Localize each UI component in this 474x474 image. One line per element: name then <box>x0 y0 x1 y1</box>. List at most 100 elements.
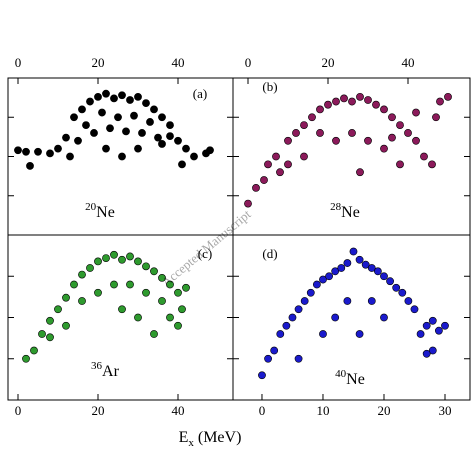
data-point <box>90 129 98 137</box>
data-point <box>166 132 174 140</box>
data-point <box>22 354 30 363</box>
isotope-element: Ne <box>346 371 365 388</box>
isotope-element: Ar <box>102 363 120 380</box>
data-point <box>331 313 340 322</box>
x-tick-label: 20 <box>92 403 105 418</box>
data-point <box>284 136 292 145</box>
data-point <box>284 160 292 169</box>
data-point <box>78 297 86 305</box>
data-point <box>74 136 82 145</box>
data-point <box>78 105 86 114</box>
data-point <box>126 280 134 289</box>
data-point <box>34 147 42 156</box>
data-point <box>94 288 102 297</box>
data-point <box>306 288 315 297</box>
isotope-label: 20Ne <box>85 201 115 221</box>
data-point <box>412 136 420 145</box>
data-point <box>316 105 324 114</box>
data-point <box>386 277 394 286</box>
data-point <box>134 313 142 322</box>
data-point <box>340 94 348 103</box>
data-point <box>14 146 22 155</box>
data-point <box>380 272 388 281</box>
isotope-mass: 20 <box>85 201 97 213</box>
data-point <box>428 316 437 325</box>
data-point <box>62 321 70 330</box>
x-tick-label: 40 <box>172 403 185 418</box>
data-point <box>134 144 142 153</box>
watermark: Accepted Manuscript <box>158 206 253 289</box>
data-point <box>392 283 401 292</box>
data-point <box>150 267 158 276</box>
data-point <box>348 129 356 137</box>
data-point <box>422 349 431 358</box>
data-point <box>166 280 174 289</box>
data-point <box>361 260 370 269</box>
data-point <box>110 280 118 289</box>
panel-label: (b) <box>262 79 277 94</box>
data-point <box>118 305 126 314</box>
x-label-sub: x <box>188 437 194 449</box>
x-tick-label: 40 <box>172 55 185 70</box>
data-point <box>252 183 260 192</box>
data-point <box>166 121 174 129</box>
data-point <box>130 111 138 120</box>
data-point <box>146 118 154 126</box>
data-point <box>343 297 352 305</box>
data-point <box>292 129 300 137</box>
data-point <box>174 136 182 145</box>
data-point <box>106 124 114 133</box>
data-point <box>150 105 158 114</box>
data-point <box>62 293 70 302</box>
data-point <box>142 262 150 271</box>
data-point <box>166 313 174 322</box>
data-point <box>434 326 443 335</box>
x-label-unit: (MeV) <box>194 429 242 446</box>
data-point <box>276 168 284 177</box>
data-point <box>54 305 62 314</box>
x-tick-label: 20 <box>377 403 390 418</box>
data-point <box>46 316 54 325</box>
data-point <box>158 140 166 148</box>
panel-label: (d) <box>262 246 277 261</box>
data-point <box>126 252 134 261</box>
data-point <box>300 297 309 305</box>
data-point <box>294 305 303 314</box>
data-point <box>70 113 78 122</box>
data-point <box>372 100 380 109</box>
data-point <box>300 121 308 129</box>
isotope-element: Ne <box>341 204 360 221</box>
data-point <box>118 255 126 264</box>
data-point <box>126 96 134 104</box>
data-point <box>355 255 364 264</box>
data-point <box>46 333 54 342</box>
data-point <box>380 313 388 322</box>
data-point <box>206 146 214 155</box>
data-point <box>272 152 280 161</box>
data-point <box>70 280 78 289</box>
data-point <box>190 152 198 161</box>
data-point <box>300 152 308 161</box>
data-point <box>422 321 431 330</box>
isotope-label: 28Ne <box>330 201 360 221</box>
data-point <box>178 305 186 314</box>
data-point <box>356 168 364 177</box>
data-point <box>54 144 62 153</box>
data-point <box>110 250 118 259</box>
data-point <box>288 313 297 322</box>
data-point <box>94 257 102 266</box>
data-point <box>398 288 407 297</box>
data-point <box>349 247 358 256</box>
data-point <box>174 321 182 330</box>
data-point <box>142 288 150 297</box>
data-point <box>412 108 420 117</box>
data-point <box>316 129 324 137</box>
data-point <box>356 92 364 101</box>
data-point <box>142 99 150 108</box>
data-point <box>82 121 90 129</box>
x-tick-label: 0 <box>245 55 252 70</box>
data-point <box>86 97 94 106</box>
data-point <box>182 283 190 292</box>
data-point <box>367 297 376 305</box>
